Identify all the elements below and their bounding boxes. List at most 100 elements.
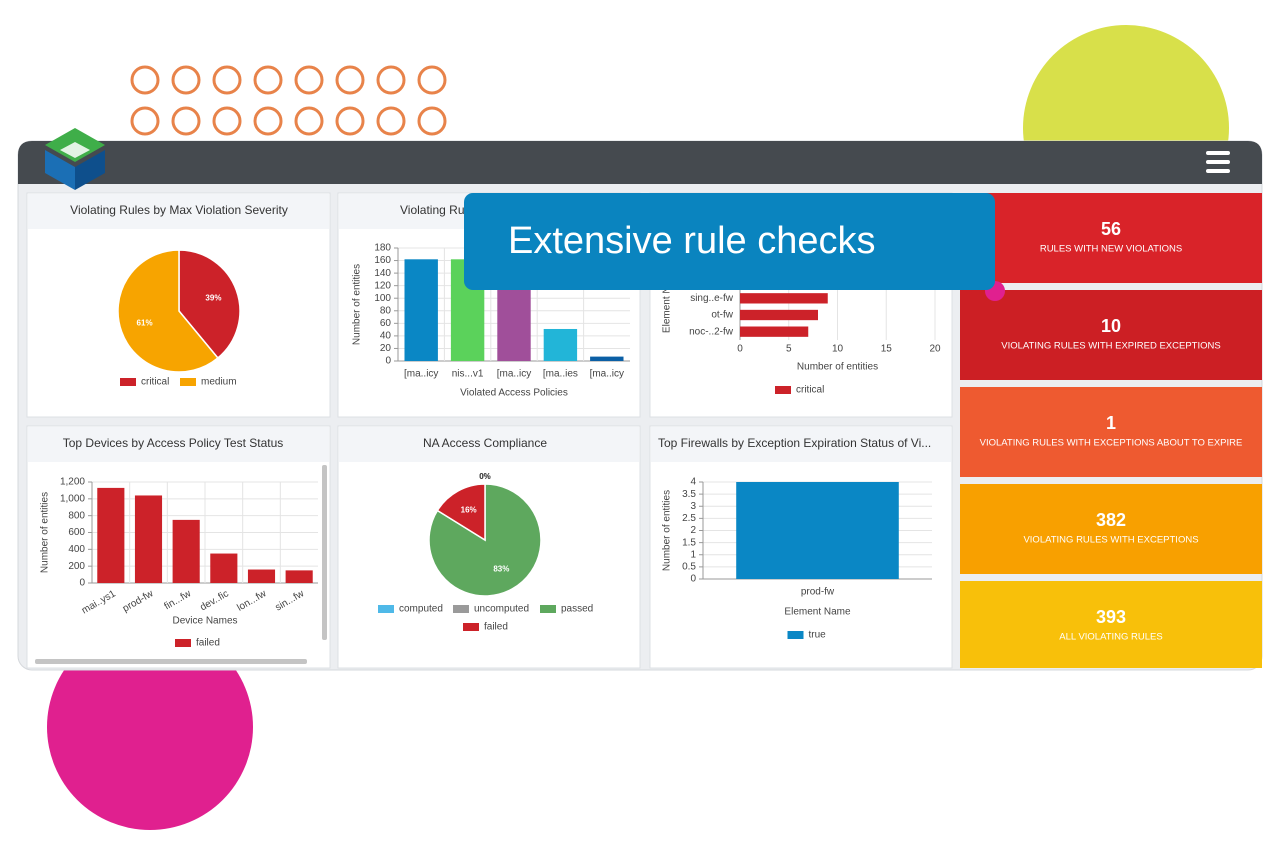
kpi-tile: [960, 193, 1262, 283]
kpi-tile: [960, 290, 1262, 380]
dot-pattern: [130, 65, 447, 136]
y-tick-label: 140: [374, 268, 391, 279]
y-tick-label: 4: [690, 477, 696, 488]
bar: [543, 328, 578, 361]
kpi-value: 382: [1096, 510, 1126, 530]
legend-swatch: [378, 605, 394, 613]
kpi-label: VIOLATING RULES WITH EXCEPTIONS: [1023, 535, 1198, 546]
legend-swatch: [540, 605, 556, 613]
y-tick-label: 1,000: [60, 493, 85, 504]
y-tick-label: 1: [690, 549, 696, 560]
legend-label: failed: [196, 638, 220, 649]
scrollbar[interactable]: [322, 465, 327, 640]
y-tick-label: 1,200: [60, 477, 85, 488]
bar: [740, 309, 818, 321]
y-tick-label: 200: [68, 561, 85, 572]
y-axis-title: Number of entities: [662, 490, 673, 571]
legend-label: passed: [561, 604, 593, 615]
y-tick-label: 40: [380, 331, 392, 342]
y-tick-label: 3: [690, 501, 696, 512]
x-axis-title: Device Names: [172, 616, 237, 627]
y-tick-label: 120: [374, 280, 391, 291]
kpi-tile: [960, 484, 1262, 574]
kpi-value: 1: [1106, 413, 1116, 433]
panel-title: Violating Ru: [400, 203, 465, 217]
legend-swatch: [453, 605, 469, 613]
pie-slice: [436, 483, 486, 542]
kpi-tile: [960, 581, 1262, 668]
y-tick-label: 20: [380, 343, 392, 354]
legend-label: computed: [399, 604, 443, 615]
banner-text: Extensive rule checks: [508, 220, 876, 262]
x-tick-label: [ma..ies: [543, 369, 578, 380]
y-tick-label: 600: [68, 527, 85, 538]
legend-swatch: [120, 378, 136, 386]
legend-swatch: [787, 631, 804, 639]
kpi-label: ALL VIOLATING RULES: [1059, 632, 1162, 643]
x-axis-title: Number of entities: [797, 362, 878, 373]
pie-slice: [178, 249, 241, 360]
bar: [97, 487, 125, 583]
panel-header: [28, 194, 329, 229]
tiles: 56 RULES WITH NEW VIOLATIONS 10 VIOLATING R…: [960, 193, 1262, 668]
bar: [590, 356, 624, 361]
magenta-circle: [47, 624, 253, 830]
bar: [740, 293, 828, 304]
slice-label: 16%: [461, 506, 477, 515]
banner: Extensive rule checks: [464, 193, 1005, 301]
bar: [134, 495, 163, 583]
bar: [736, 482, 899, 579]
y-axis-title: Number of entities: [352, 264, 363, 345]
pie-slice: [428, 483, 542, 597]
legend-swatch: [175, 639, 191, 647]
bar: [740, 326, 809, 337]
panel-header: [339, 427, 639, 462]
y-tick-label: 0: [385, 356, 391, 367]
banner-box: [464, 193, 995, 290]
y-tick-label: 0.5: [682, 562, 696, 573]
x-axis-title: Element Name: [784, 607, 851, 618]
kpi-label: VIOLATING RULES WITH EXPIRED EXCEPTIONS: [1001, 341, 1220, 352]
y-tick-label: sing..e-fw: [690, 293, 734, 304]
legend-label: true: [809, 630, 827, 641]
bar: [247, 569, 276, 583]
y-tick-label: 2.5: [682, 513, 696, 524]
kpi-value: 56: [1101, 219, 1121, 239]
legend-swatch: [775, 386, 791, 394]
x-tick-label: 0: [737, 344, 743, 355]
panel-title: NA Access Compliance: [423, 436, 547, 450]
x-axis-title: Violated Access Policies: [460, 388, 568, 399]
y-tick-label: 80: [380, 305, 392, 316]
x-tick-label: nis...v1: [452, 369, 484, 380]
y-tick-label: 400: [68, 544, 85, 555]
y-tick-label: 0: [79, 578, 85, 589]
y-tick-label: 60: [380, 318, 392, 329]
window: Violating Rules by Max Violation Severit…: [17, 128, 1263, 671]
x-tick-label: [ma..icy: [404, 369, 438, 380]
y-tick-label: 3.5: [682, 489, 696, 500]
legend-label: uncomputed: [474, 604, 529, 615]
y-tick-label: ot-fw: [711, 310, 733, 321]
panel-header: [28, 427, 329, 462]
kpi-value: 10: [1101, 316, 1121, 336]
slice-label: 0%: [479, 472, 491, 481]
panel-title: Top Devices by Access Policy Test Status: [63, 436, 284, 450]
slice-label: 0%: [479, 472, 491, 481]
scrollbar[interactable]: [35, 659, 307, 664]
kpi-value: 393: [1096, 607, 1126, 627]
legend-label: failed: [484, 622, 508, 633]
y-axis-title: Number of entities: [40, 492, 51, 573]
panel-header: [651, 427, 951, 462]
y-tick-label: 160: [374, 255, 391, 266]
kpi-label: RULES WITH NEW VIOLATIONS: [1040, 244, 1182, 255]
menu-button[interactable]: [1206, 151, 1230, 173]
header-bar: [18, 141, 1262, 184]
panel-title: Violating Rules by Max Violation Severit…: [70, 203, 288, 217]
legend-swatch: [463, 623, 479, 631]
panel-title: Top Firewalls by Exception Expiration St…: [658, 436, 931, 450]
x-tick-label: 15: [881, 344, 893, 355]
bar: [172, 519, 200, 583]
pie-slice: [117, 249, 219, 373]
y-tick-label: 100: [374, 293, 391, 304]
